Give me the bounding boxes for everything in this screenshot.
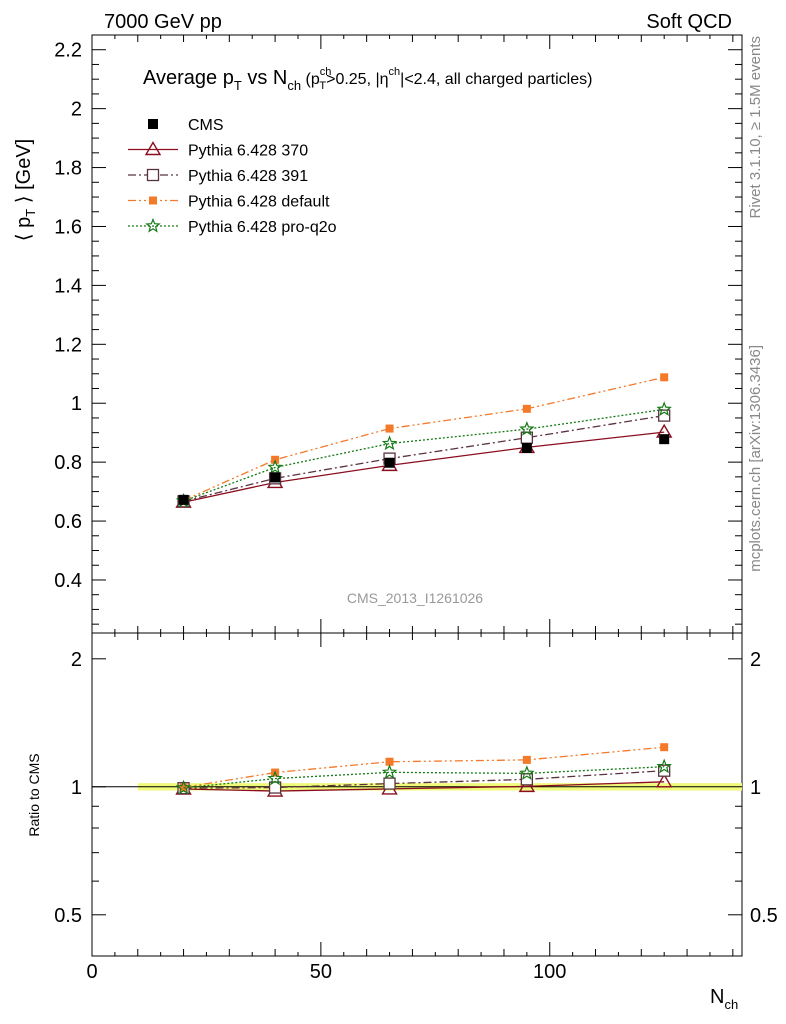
legend: CMS Pythia 6.428 370 Pythia 6.428 391 Pythi…	[128, 117, 337, 236]
ratio-y-tick-label: 0.5	[54, 905, 82, 927]
ratio-line-pythia-6-428-default	[183, 746, 665, 788]
ratio-panel-frame	[91, 632, 743, 957]
point-pythia-6-428-default	[522, 404, 531, 413]
ratio-point-pythia-6-428-370	[655, 773, 673, 788]
point-cms	[384, 457, 395, 468]
title-sub-ch: ch	[287, 78, 301, 93]
ratio-point-pythia-6-428-391	[520, 773, 534, 786]
point-cms	[521, 443, 532, 454]
ratio-y-tick-label: 1	[71, 777, 82, 799]
x-tick-label: 100	[533, 961, 566, 983]
legend-label-pythia-6-428-pro-q2o: Pythia 6.428 pro-q2o	[188, 219, 337, 236]
series-line-pythia-6-428-pro-q2o	[183, 408, 665, 502]
analysis-watermark: CMS_2013_I1261026	[347, 590, 483, 606]
y-tick-label: 1	[71, 393, 82, 415]
ratio-y-tick-label: 2	[71, 649, 82, 671]
legend-marker-cms	[148, 119, 158, 129]
point-cms	[178, 494, 189, 505]
x-tick-label: 0	[86, 961, 97, 983]
ratio-point-pythia-6-428-default	[660, 743, 669, 752]
title-a: Average p	[143, 67, 234, 89]
x-tick-label: 50	[310, 961, 332, 983]
y-tick-label: 1.4	[54, 275, 82, 297]
y-tick-label: 1.8	[54, 158, 82, 180]
y-axis-label-main-a: ⟨ p	[13, 217, 35, 241]
title-cuts-a: (p	[301, 71, 320, 88]
y-axis-label-main: ⟨ pT ⟩ [GeV]	[13, 139, 38, 242]
legend-marker-pythia-6-428-default	[149, 196, 157, 205]
header-left: 7000 GeV pp	[104, 11, 222, 33]
ratio-y-tick-label-right: 1	[750, 777, 761, 799]
point-pythia-6-428-pro-q2o	[656, 401, 672, 417]
title-cuts-c: |<2.4, all charged particles)	[400, 71, 592, 88]
y-tick-label: 2.2	[54, 40, 82, 62]
ratio-lines	[175, 743, 673, 797]
y-tick-label: 0.8	[54, 452, 82, 474]
chart-title: Average pT vs Nch (pch T>0.25, |ηch|<2.4,…	[143, 66, 592, 93]
y-axis-label-main-sub: T	[23, 209, 38, 217]
point-pythia-6-428-pro-q2o	[267, 459, 283, 475]
y-tick-label: 0.4	[54, 570, 82, 592]
title-vs: vs N	[242, 67, 288, 89]
header-right: Soft QCD	[646, 11, 732, 33]
ratio-point-pythia-6-428-default	[385, 757, 394, 766]
ratio-point-pythia-6-428-default	[522, 755, 531, 764]
ratio-point-pythia-6-428-pro-q2o	[519, 765, 535, 780]
legend-label-pythia-6-428-391: Pythia 6.428 391	[188, 168, 308, 185]
title-cuts-sub: T	[319, 80, 326, 92]
title-sub-t: T	[234, 78, 242, 93]
y-axis-label-main-b: ⟩ [GeV]	[13, 139, 35, 209]
point-pythia-6-428-pro-q2o	[381, 435, 398, 451]
ratio-line-pythia-6-428-391	[183, 770, 665, 789]
title-cuts-b: >0.25, |η	[326, 71, 388, 88]
series-line-pythia-6-428-default	[183, 376, 665, 502]
x-axis-label-a: N	[710, 986, 724, 1008]
point-pythia-6-428-default	[660, 373, 669, 382]
ratio-point-pythia-6-428-pro-q2o	[381, 764, 398, 779]
title-cuts-sup: ch	[320, 66, 332, 78]
legend-marker-pythia-6-428-pro-q2o	[145, 217, 161, 233]
y-tick-label: 0.6	[54, 511, 82, 533]
point-pythia-6-428-391	[658, 409, 671, 422]
legend-label-pythia-6-428-default: Pythia 6.428 default	[188, 194, 330, 211]
legend-marker-pythia-6-428-370	[144, 141, 162, 156]
axis-ticks: 0 50 100 0.4 0.6 0.8 1 1.2 1.4 1.6 1.8 2 2.2 0.5 0.5 1 1…	[54, 34, 778, 983]
x-axis-label-sub: ch	[724, 997, 738, 1012]
series-line-pythia-6-428-370	[183, 431, 665, 503]
x-axis-label: Nch	[710, 986, 738, 1012]
point-cms	[270, 472, 281, 483]
ratio-y-tick-label-right: 2	[750, 649, 761, 671]
y-tick-label: 1.2	[54, 334, 82, 356]
legend-label-cms: CMS	[188, 117, 224, 134]
y-tick-label: 1.6	[54, 216, 82, 238]
ratio-point-pythia-6-428-391	[383, 777, 396, 790]
legend-label-pythia-6-428-370: Pythia 6.428 370	[188, 143, 308, 160]
series-lines	[175, 373, 673, 508]
ratio-line-pythia-6-428-pro-q2o	[183, 766, 665, 789]
y-tick-label: 2	[71, 99, 82, 121]
title-cuts-sup2: ch	[389, 66, 401, 78]
ratio-y-tick-label-right: 0.5	[750, 905, 778, 927]
ratio-point-pythia-6-428-pro-q2o	[267, 770, 283, 786]
side-label-bottom: mcplots.cern.ch [arXiv:1306.3436]	[747, 345, 764, 572]
point-pythia-6-428-pro-q2o	[519, 420, 535, 436]
ratio-point-pythia-6-428-pro-q2o	[656, 758, 672, 774]
series-line-pythia-6-428-391	[183, 414, 665, 502]
side-label-top: Rivet 3.1.10, ≥ 1.5M events	[747, 36, 764, 219]
point-cms	[659, 434, 670, 445]
legend-marker-pythia-6-428-391	[146, 168, 160, 182]
ratio-point-pythia-6-428-pro-q2o	[175, 779, 192, 795]
point-pythia-6-428-default	[385, 424, 394, 433]
ratio-point-pythia-6-428-391	[658, 764, 671, 777]
y-axis-label-ratio: Ratio to CMS	[26, 753, 42, 836]
